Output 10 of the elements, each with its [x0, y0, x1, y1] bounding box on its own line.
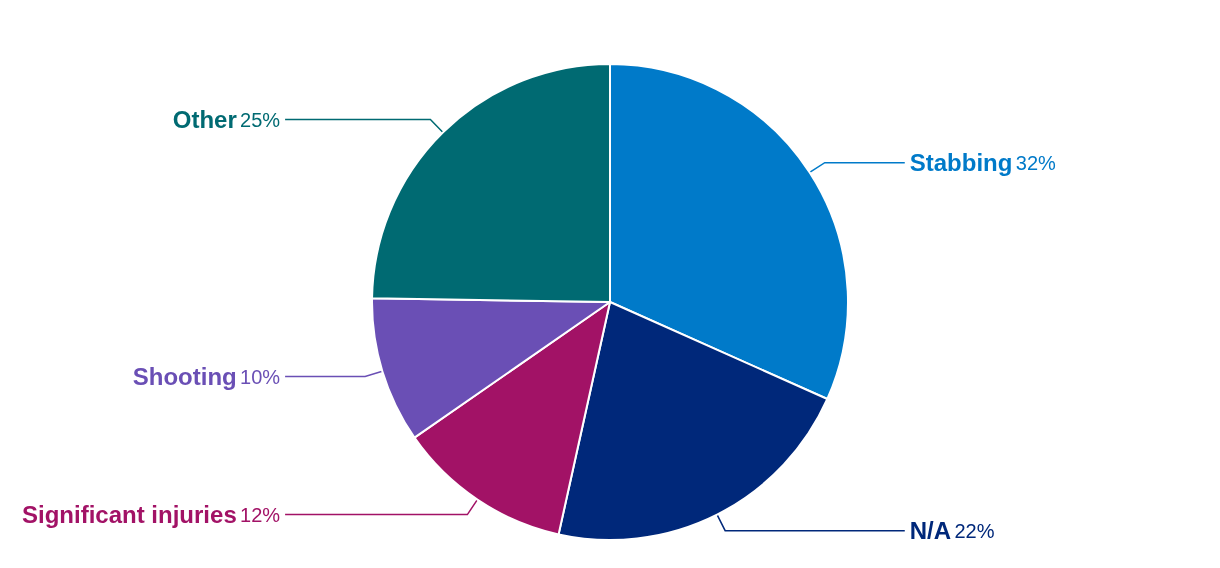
data-label: 22% — [954, 519, 995, 542]
data-label: 32% — [1015, 151, 1057, 174]
slice-label: Other — [172, 106, 237, 134]
data-label: 25% — [240, 108, 281, 131]
slice-label: Significant injuries — [22, 501, 237, 529]
data-label: 10% — [240, 365, 281, 388]
slice-label: N/A — [909, 517, 952, 545]
slice-label: Shooting — [132, 363, 237, 391]
slice-label: Stabbing — [909, 149, 1013, 177]
data-label: 12% — [240, 503, 281, 526]
